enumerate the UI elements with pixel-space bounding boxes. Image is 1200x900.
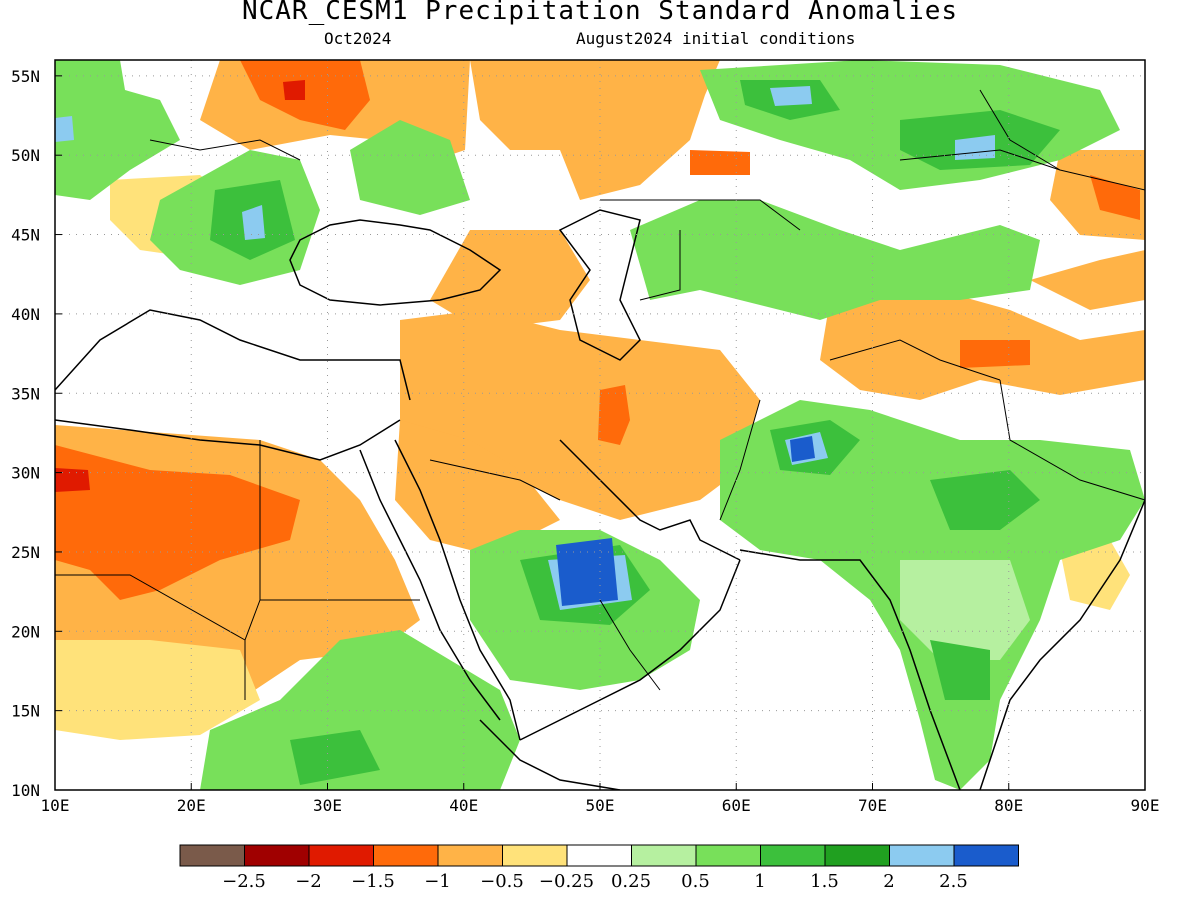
lat-label: 45N: [11, 226, 40, 245]
wet-region-europe-north: [55, 60, 180, 200]
wet-region-ukraine: [350, 120, 470, 215]
india-west-coast: [739, 549, 961, 790]
colorbar-label: 1.5: [810, 871, 839, 892]
colorbar-label: 2.5: [939, 871, 968, 892]
colorbar-swatch: [308, 844, 374, 867]
dry-core-saudi: [598, 385, 630, 445]
lat-label: 40N: [11, 305, 40, 324]
colorbar-swatch: [179, 844, 245, 867]
lat-label: 50N: [11, 146, 40, 165]
colorbar-label: 2: [883, 871, 894, 892]
forecast-month: Oct2024: [324, 29, 392, 48]
lat-label: 20N: [11, 622, 40, 641]
wet-core-india-south: [930, 640, 990, 700]
colorbar-swatch: [502, 844, 568, 867]
colorbar-swatch: [566, 844, 632, 867]
colorbar: [179, 844, 1019, 867]
dry-region-caucasus: [430, 230, 590, 330]
red-sea-coast-east: [394, 439, 521, 741]
black-sea-coast: [289, 219, 502, 306]
colorbar-label: −1.5: [351, 871, 395, 892]
extreme-wet-afghanistan: [790, 436, 815, 462]
lon-label: 30E: [313, 796, 342, 815]
lat-label: 25N: [11, 543, 40, 562]
dry-region-tibet: [1030, 250, 1145, 310]
grid-lines: [55, 60, 1145, 790]
dry-region-arabia: [395, 420, 560, 550]
colorbar-swatch: [631, 844, 697, 867]
colorbar-label: 0.25: [611, 871, 651, 892]
colorbar-labels: −2.5 −2 −1.5 −1 −0.5 −0.25 0.25 0.5 1 1.…: [222, 871, 968, 892]
colorbar-swatch: [953, 844, 1019, 867]
dry-region-sahel-light: [55, 640, 260, 740]
lat-label: 30N: [11, 464, 40, 483]
anomaly-shading: [55, 60, 1145, 790]
lat-label: 10N: [11, 781, 40, 800]
very-dry-core-2: [283, 80, 305, 100]
wet-region-east-africa: [200, 630, 520, 790]
wet-core-ethiopia: [290, 730, 380, 785]
africa-horn-coast: [479, 719, 621, 790]
extreme-wet-oman: [556, 538, 618, 606]
lat-label: 55N: [11, 67, 40, 86]
very-dry-core: [55, 468, 90, 492]
dry-core-tibet: [960, 340, 1030, 368]
wet-region-light-bands: [900, 560, 1030, 660]
wet-region-central-asia: [630, 200, 1040, 320]
lon-label: 90E: [1131, 796, 1160, 815]
lon-labels: 10E 20E 30E 40E 50E 60E 70E 80E 90E: [41, 796, 1160, 815]
lat-label: 15N: [11, 702, 40, 721]
country-borders: [55, 89, 1145, 700]
caspian-coast: [558, 209, 641, 361]
very-wet-siberia: [770, 86, 812, 106]
colorbar-swatch: [760, 844, 826, 867]
dry-region-bengal: [1060, 540, 1130, 610]
colorbar-label: −0.5: [480, 871, 524, 892]
colorbar-swatch: [889, 844, 955, 867]
colorbar-swatch: [244, 844, 310, 867]
india-east-coast: [979, 499, 1145, 790]
colorbar-label: 0.5: [681, 871, 710, 892]
lon-label: 60E: [722, 796, 751, 815]
lat-label: 35N: [11, 384, 40, 403]
arabian-peninsula-south: [519, 559, 741, 741]
colorbar-label: −1: [424, 871, 451, 892]
dry-core-kazakh: [690, 150, 750, 175]
colorbar-swatch: [824, 844, 890, 867]
wet-core-india: [930, 470, 1040, 530]
lon-label: 80E: [994, 796, 1023, 815]
red-sea-coast-west: [359, 449, 501, 721]
colorbar-swatch: [695, 844, 761, 867]
lon-label: 70E: [858, 796, 887, 815]
map-title: NCAR_CESM1 Precipitation Standard Anomal…: [241, 0, 959, 26]
lon-label: 10E: [41, 796, 70, 815]
dry-region-central-asia: [470, 60, 720, 200]
colorbar-label: 1: [754, 871, 765, 892]
tick-marks: [54, 75, 1146, 791]
lon-label: 50E: [586, 796, 615, 815]
dry-core-libya: [55, 445, 300, 600]
lon-label: 20E: [177, 796, 206, 815]
lon-label: 40E: [449, 796, 478, 815]
very-wet-romania: [242, 205, 265, 240]
lat-labels: 10N 15N 20N 25N 30N 35N 40N 45N 50N 55N: [11, 67, 40, 800]
colorbar-label: −2: [295, 871, 322, 892]
colorbar-swatch: [373, 844, 439, 867]
very-wet-europe: [55, 116, 74, 142]
mediterranean-north-coast: [55, 309, 411, 401]
colorbar-swatch: [437, 844, 503, 867]
initial-conditions: August2024 initial conditions: [576, 29, 856, 48]
colorbar-label: −2.5: [222, 871, 266, 892]
colorbar-label: −0.25: [539, 871, 594, 892]
